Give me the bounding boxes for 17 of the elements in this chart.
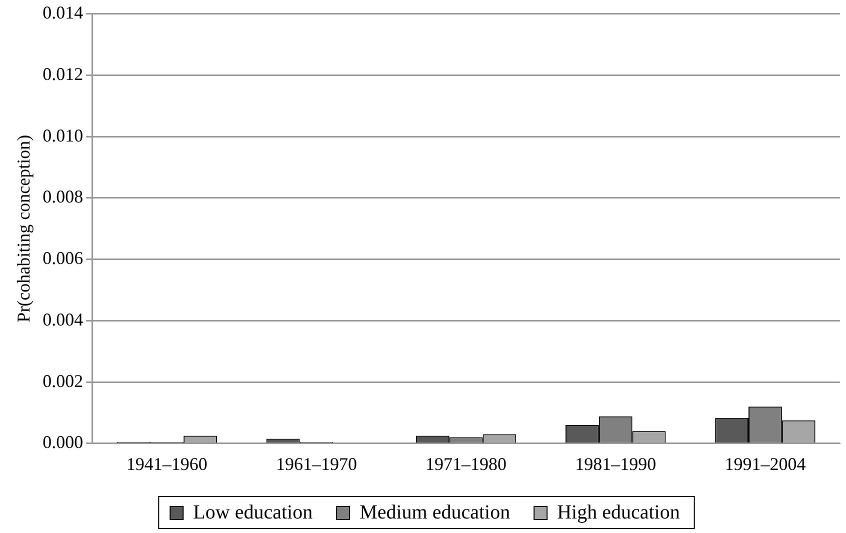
y-tick-label: 0.004	[42, 309, 84, 330]
y-axis-title: Pr(cohabiting conception)	[14, 134, 34, 322]
y-tick-label: 0.010	[42, 125, 84, 146]
x-tick-label: 1941–1960	[126, 454, 208, 474]
y-tick-label: 0.002	[42, 370, 84, 391]
legend-label: High education	[557, 501, 680, 524]
y-tick-label: 0.012	[42, 64, 84, 84]
x-tick-label: 1981–1990	[575, 454, 656, 474]
legend-label: Medium education	[360, 501, 510, 524]
y-tick-label: 0.014	[42, 2, 84, 23]
y-tick-label: 0.008	[42, 186, 84, 207]
x-tick-label: 1991–2004	[724, 454, 806, 474]
y-tick-label: 0.006	[42, 248, 84, 268]
legend-label: Low education	[193, 501, 313, 524]
y-tick-label: 0.000	[42, 432, 84, 452]
x-tick-label: 1961–1970	[276, 454, 357, 474]
x-tick-label: 1971–1980	[426, 454, 507, 474]
